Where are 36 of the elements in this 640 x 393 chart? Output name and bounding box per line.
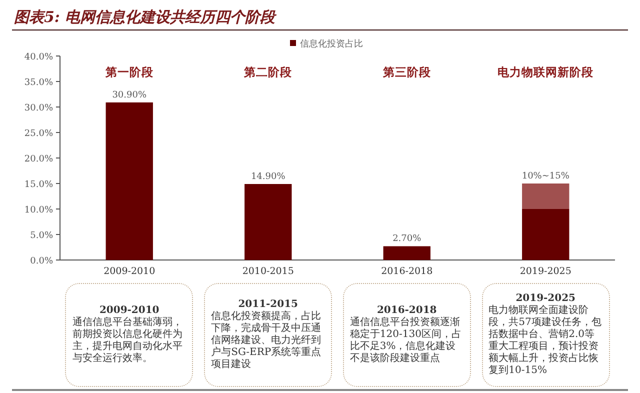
annotation: 第一阶段 xyxy=(104,65,154,79)
y-tick-label: 15.0% xyxy=(24,180,54,190)
data-label: 30.90% xyxy=(112,90,147,100)
x-tick-label: 2009-2010 xyxy=(104,266,156,277)
text: 2009-2010 xyxy=(98,305,160,316)
annotation: 第三阶段 xyxy=(382,65,432,79)
legend-label: 信息化投资占比 xyxy=(300,38,363,50)
annotation: 第二阶段 xyxy=(243,65,294,79)
y-tick-label: 40.0% xyxy=(24,52,54,62)
y-tick-label: 5.0% xyxy=(30,231,54,241)
data-label: 14.90% xyxy=(250,172,286,182)
y-tick-label: 30.0% xyxy=(24,104,54,114)
y-tick-label: 25.0% xyxy=(24,129,54,139)
y-tick-label: 0.0% xyxy=(30,256,54,266)
bar xyxy=(383,246,430,260)
x-tick-label: 2019-2025 xyxy=(520,266,572,277)
text: 2016-2018 xyxy=(376,305,438,316)
text: 2019-2025 xyxy=(514,293,577,304)
text: 2011-2015 xyxy=(237,299,300,310)
text: 通信信息平台投资额逐渐稳定于120-130区间，占比不足3%，信息化建设不是该阶段建设重点 xyxy=(350,317,462,365)
x-tick-label: 2016-2018 xyxy=(381,266,433,277)
annotation: 10%~15% xyxy=(522,172,570,182)
bar xyxy=(522,209,570,260)
data-label: 2.70% xyxy=(392,234,422,244)
text: 电力物联网全面建设阶段，共57项建设任务，包括数据中台、营销2.0等重大工程项目，预计投资额大幅上升，投资占比恢复到10-15% xyxy=(488,305,602,377)
text: 信息化投资额提高，占比下降，完成骨干及中压通信网络建设、电力光纤到户与SG-ERP系统等重点项目建设 xyxy=(211,311,322,371)
chart-title: 图表5: 电网信息化建设共经历四个阶段 xyxy=(14,8,278,26)
text: 通信信息平台基础薄弱，前期投资以信息化硬件为主，提升电网自动化水平与安全运行效率。 xyxy=(72,317,184,365)
bar xyxy=(244,184,292,260)
annotation: 电力物联网新阶段 xyxy=(498,65,595,79)
x-tick-label: 2010-2015 xyxy=(242,266,294,277)
bar xyxy=(106,102,153,260)
y-tick-label: 20.0% xyxy=(24,154,54,164)
y-tick-label: 10.0% xyxy=(24,206,54,216)
bar xyxy=(522,184,570,209)
y-tick-label: 35.0% xyxy=(24,78,54,88)
